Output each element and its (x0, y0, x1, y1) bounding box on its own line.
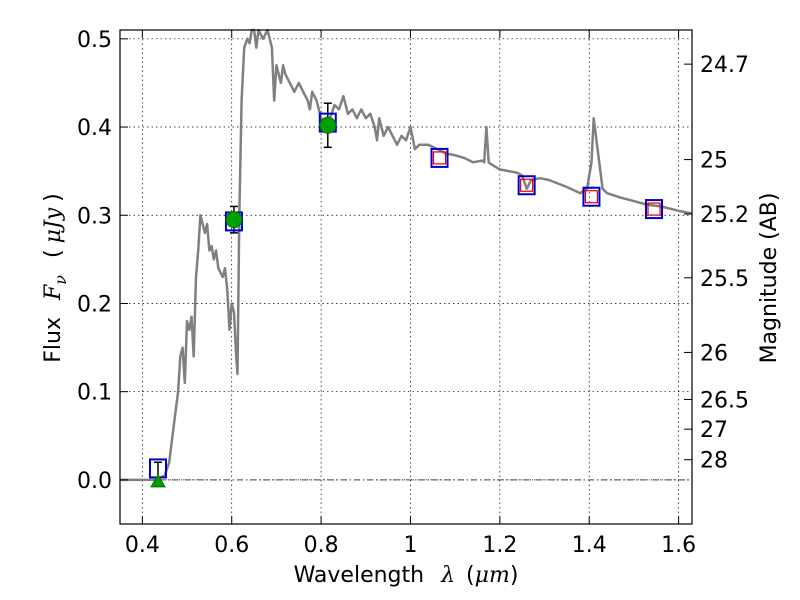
y-tick-label: 0.5 (77, 28, 112, 53)
y2-tick-label: 25 (700, 149, 728, 174)
y-tick-label: 0.3 (77, 204, 112, 229)
y-axis-label-prefix: Flux (41, 317, 66, 363)
sed-model-line (120, 28, 693, 482)
y2-tick-label: 25.2 (700, 203, 749, 228)
y2-tick-label: 27 (700, 418, 728, 443)
y-axis-label-unit-close: ) (41, 193, 66, 202)
predicted-photometry-inner-square (584, 190, 599, 204)
y2-tick-label: 24.7 (700, 53, 749, 78)
grid (120, 30, 692, 524)
x-axis-label-symbol: λ (440, 563, 455, 588)
x-axis-label: Wavelength λ (μm) (294, 563, 519, 588)
predicted-photometry-outer-square (582, 186, 601, 207)
predicted-photometry-outer-square (645, 199, 664, 220)
x-axis-label-unit-close: ) (510, 563, 519, 588)
x-axis-label-unit: μm (475, 563, 510, 588)
y-axis-label-unit-open: ( (41, 249, 66, 258)
x-axis-label-unit-open: ( (466, 563, 475, 588)
x-axis-label-prefix: Wavelength (294, 563, 425, 588)
y-tick-label: 0.0 (77, 469, 112, 494)
y-axis-label: Flux Fν ( μJy) (41, 193, 72, 362)
y-tick-label: 0.4 (77, 116, 112, 141)
y-tick-label: 0.1 (77, 381, 112, 406)
y2-tick-label: 28 (700, 449, 728, 474)
y-axis-label-symbol: F (41, 284, 66, 301)
predicted-photometry-inner-square (520, 178, 534, 192)
x-tick-label: 1.6 (661, 533, 696, 558)
axis-ticks: 0.4 0.6 0.8 1 1.2 1.4 1.6 0.0 0.1 0.2 0.3 0.4 0.5 24.… (77, 28, 749, 558)
x-tick-label: 0.4 (125, 533, 160, 558)
y2-axis-label: Magnitude (AB) (757, 193, 782, 364)
plot-frame (119, 29, 693, 525)
predicted-photometry-inner-square (647, 202, 661, 216)
y-axis-label-unit: μJy (41, 207, 66, 243)
predicted-photometry-outer-square (430, 147, 449, 168)
y-tick-label: 0.2 (77, 292, 112, 317)
x-tick-label: 0.6 (214, 533, 249, 558)
data-markers (148, 102, 664, 488)
y-axis-label-subscript: ν (51, 275, 70, 285)
y2-tick-label: 26 (700, 341, 728, 366)
y2-tick-label: 26.5 (700, 388, 749, 413)
x-tick-label: 1.2 (482, 533, 517, 558)
detection-point (319, 116, 337, 134)
predicted-photometry-outer-square (517, 175, 536, 196)
predicted-photometry-inner-square (432, 151, 447, 165)
upper-limit-triangle (150, 473, 166, 488)
x-tick-label: 1.4 (572, 533, 607, 558)
detection-point (225, 211, 243, 229)
y2-tick-label: 25.5 (700, 267, 749, 292)
x-tick-label: 1 (403, 533, 417, 558)
x-tick-label: 0.8 (304, 533, 339, 558)
